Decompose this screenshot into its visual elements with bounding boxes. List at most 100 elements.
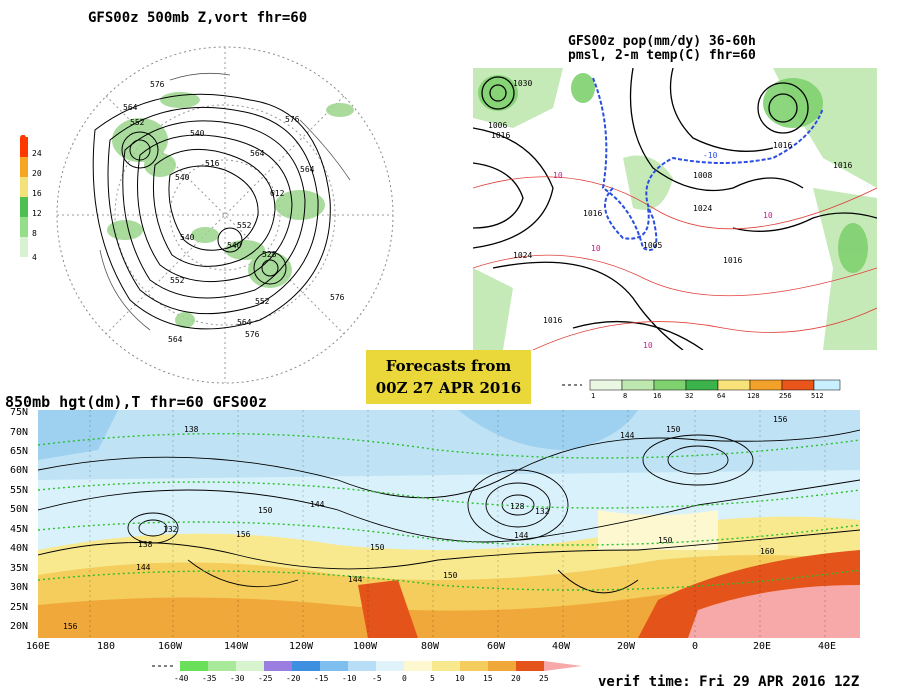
- t850-tick-3: -25: [258, 674, 273, 683]
- svg-text:138: 138: [138, 540, 153, 549]
- t850-tick-0: -40: [174, 674, 189, 683]
- t850-tick-6: -10: [342, 674, 357, 683]
- svg-text:1030: 1030: [513, 79, 532, 88]
- panel-pop-title-line2: pmsl, 2-m temp(C) fhr=60: [568, 48, 756, 63]
- svg-text:1008: 1008: [693, 171, 712, 180]
- lat-label-10: 25N: [10, 602, 29, 613]
- svg-text:160: 160: [760, 547, 775, 556]
- t850-tick-13: 25: [539, 674, 549, 683]
- panel-500mb-colorbar: [20, 135, 28, 257]
- svg-text:564: 564: [300, 165, 315, 174]
- svg-text:138: 138: [184, 425, 199, 434]
- t850-tick-1: -35: [202, 674, 217, 683]
- svg-text:540: 540: [227, 241, 242, 250]
- svg-text:576: 576: [285, 115, 300, 124]
- svg-text:564: 564: [250, 149, 265, 158]
- t850-tick-9: 5: [430, 674, 435, 683]
- lat-label-0: 75N: [10, 407, 29, 418]
- lat-label-2: 65N: [10, 446, 29, 457]
- svg-text:150: 150: [666, 425, 681, 434]
- svg-text:1024: 1024: [693, 204, 712, 213]
- lat-label-9: 30N: [10, 582, 29, 593]
- svg-text:1016: 1016: [543, 316, 562, 325]
- lon-label-11: 20E: [753, 641, 772, 652]
- svg-text:156: 156: [773, 415, 788, 424]
- lat-label-4: 55N: [10, 485, 29, 496]
- svg-text:564: 564: [237, 318, 252, 327]
- lat-label-6: 45N: [10, 524, 29, 535]
- banner-line1: Forecasts from: [385, 357, 512, 375]
- pop-tick-4: 64: [717, 392, 726, 400]
- pop-tick-2: 16: [653, 392, 662, 400]
- svg-text:150: 150: [370, 543, 385, 552]
- t850-tick-4: -20: [286, 674, 301, 683]
- svg-text:540: 540: [180, 233, 195, 242]
- pop-tick-3: 32: [685, 392, 694, 400]
- pop-tick-1: 8: [623, 392, 628, 400]
- svg-text:10: 10: [763, 211, 773, 220]
- svg-text:128: 128: [510, 502, 525, 511]
- svg-text:552: 552: [237, 221, 252, 230]
- t850-tick-12: 20: [511, 674, 521, 683]
- svg-text:156: 156: [63, 622, 78, 631]
- svg-text:132: 132: [163, 525, 178, 534]
- panel-pop-colorbar: [562, 379, 841, 391]
- svg-text:144: 144: [620, 431, 635, 440]
- lon-label-0: 160E: [26, 641, 51, 652]
- lon-label-10: 0: [692, 641, 699, 652]
- panel-850mb-colorbar: [152, 661, 582, 671]
- lat-label-3: 60N: [10, 465, 29, 476]
- t850-tick-2: -30: [230, 674, 245, 683]
- lat-label-1: 70N: [10, 427, 29, 438]
- lon-label-4: 120W: [289, 641, 314, 652]
- svg-text:1005: 1005: [643, 241, 662, 250]
- forecast-banner: Forecasts from 00Z 27 APR 2016: [366, 350, 531, 404]
- svg-text:552: 552: [170, 276, 185, 285]
- colorbar-500-tick-3: 12: [32, 209, 42, 218]
- svg-text:576: 576: [330, 293, 345, 302]
- panel-pop-title-line1: GFS00z pop(mm/dy) 36-60h: [568, 34, 756, 49]
- lon-label-9: 20W: [617, 641, 636, 652]
- t850-tick-7: -5: [372, 674, 382, 683]
- svg-text:10: 10: [591, 244, 601, 253]
- svg-text:576: 576: [245, 330, 260, 339]
- colorbar-500-tick-2: 16: [32, 189, 42, 198]
- lon-label-2: 160W: [158, 641, 183, 652]
- lon-label-7: 60W: [487, 641, 506, 652]
- svg-text:564: 564: [123, 103, 138, 112]
- lat-label-8: 35N: [10, 563, 29, 574]
- svg-text:156: 156: [236, 530, 251, 539]
- lat-label-11: 20N: [10, 621, 29, 632]
- svg-text:144: 144: [514, 531, 529, 540]
- panel-850mb-title: 850mb hgt(dm),T fhr=60 GFS00z: [5, 393, 267, 411]
- svg-text:1016: 1016: [773, 141, 792, 150]
- pop-tick-0: 1: [591, 392, 596, 400]
- panel-500mb-title: GFS00z 500mb Z,vort fhr=60: [88, 10, 308, 26]
- svg-text:552: 552: [255, 297, 270, 306]
- svg-text:528: 528: [262, 250, 277, 259]
- colorbar-500-tick-0: 24: [32, 149, 42, 158]
- svg-text:-10: -10: [703, 151, 718, 160]
- lon-label-12: 40E: [818, 641, 837, 652]
- svg-text:144: 144: [310, 500, 325, 509]
- t850-tick-8: 0: [402, 674, 407, 683]
- colorbar-500-tick-4: 8: [32, 229, 37, 238]
- t850-tick-11: 15: [483, 674, 493, 683]
- svg-text:564: 564: [168, 335, 183, 344]
- svg-text:10: 10: [643, 341, 653, 350]
- svg-text:1016: 1016: [583, 209, 602, 218]
- verif-time: verif time: Fri 29 APR 2016 12Z: [598, 674, 860, 690]
- svg-text:1016: 1016: [833, 161, 852, 170]
- lon-label-6: 80W: [421, 641, 440, 652]
- pop-tick-6: 256: [779, 392, 792, 400]
- svg-text:150: 150: [258, 506, 273, 515]
- t850-tick-10: 10: [455, 674, 465, 683]
- pop-tick-5: 128: [747, 392, 760, 400]
- lon-label-5: 100W: [353, 641, 378, 652]
- svg-text:1016: 1016: [723, 256, 742, 265]
- svg-text:150: 150: [443, 571, 458, 580]
